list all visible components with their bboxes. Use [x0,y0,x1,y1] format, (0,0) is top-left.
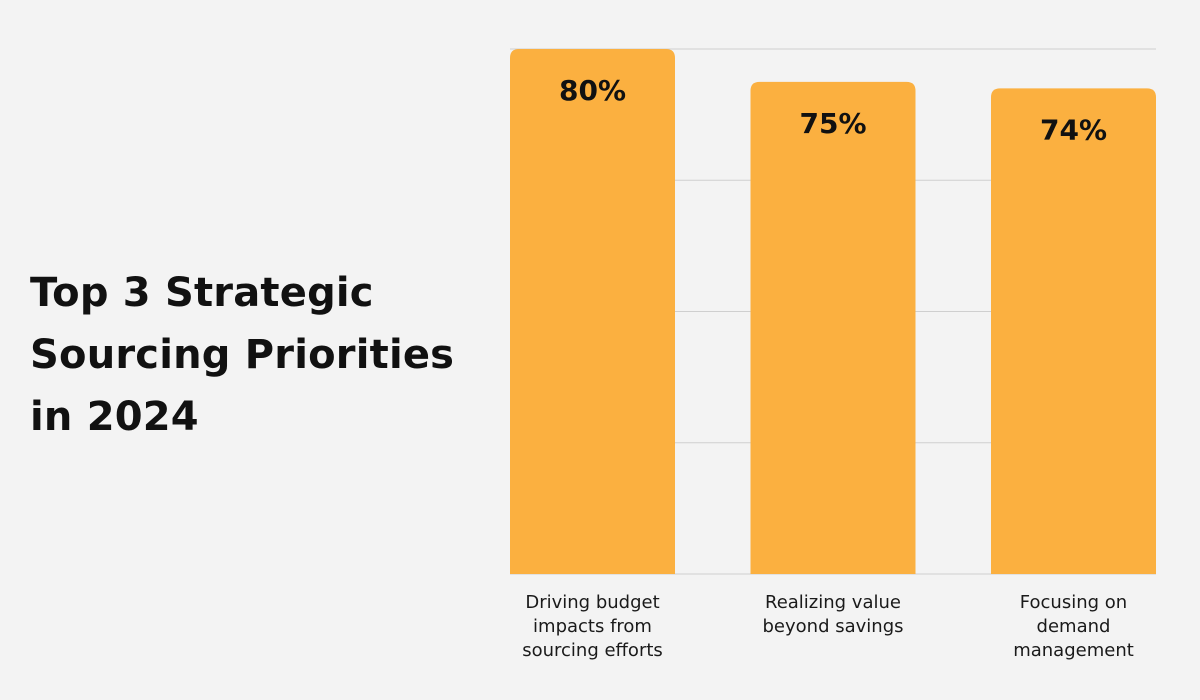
category-label-line: demand [1037,616,1111,637]
value-label: 74% [1040,113,1107,146]
bars [510,49,1156,574]
category-label: Driving budget impacts from sourcing effor… [522,592,663,661]
category-label: Focusing on demand management [1013,592,1134,661]
chart-title-line: in 2024 [30,394,199,440]
value-label: 75% [799,107,866,140]
category-label-line: beyond savings [763,616,904,637]
category-label-line: Realizing value [765,592,901,613]
value-labels: 80% 75% 74% [559,74,1107,146]
category-labels: Driving budget impacts from sourcing effor… [522,592,1134,661]
category-label-line: Focusing on [1020,592,1127,613]
category-label-line: sourcing efforts [522,640,663,661]
bar [991,88,1156,574]
category-label-line: management [1013,640,1134,661]
chart-title-line: Sourcing Priorities [30,332,455,378]
value-label: 80% [559,74,626,107]
category-label-line: Driving budget [525,592,659,613]
chart-title-line: Top 3 Strategic [30,270,374,316]
category-label: Realizing value beyond savings [763,592,904,637]
bar [510,49,675,574]
bar [750,81,916,574]
chart-title: Top 3 Strategic Sourcing Priorities in 2… [30,262,470,448]
category-label-line: impacts from [533,616,652,637]
